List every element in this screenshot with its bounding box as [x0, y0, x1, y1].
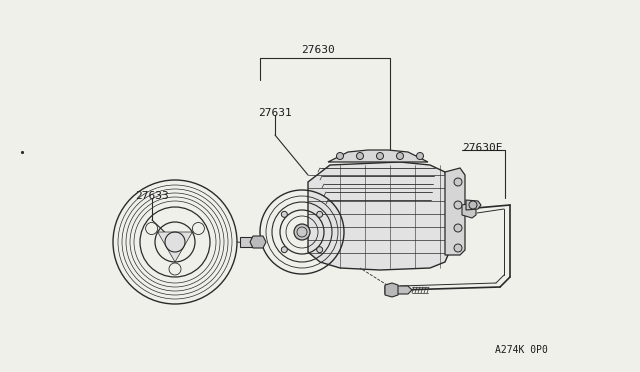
- Circle shape: [294, 224, 310, 240]
- Polygon shape: [385, 286, 412, 294]
- Polygon shape: [308, 162, 448, 270]
- Polygon shape: [328, 150, 428, 162]
- Circle shape: [417, 153, 424, 160]
- Circle shape: [282, 247, 287, 253]
- Circle shape: [454, 244, 462, 252]
- Circle shape: [282, 211, 287, 217]
- Polygon shape: [157, 232, 193, 262]
- Circle shape: [356, 153, 364, 160]
- Polygon shape: [445, 168, 465, 255]
- Polygon shape: [462, 203, 476, 218]
- Polygon shape: [466, 200, 481, 210]
- Circle shape: [454, 201, 462, 209]
- Text: 27631: 27631: [258, 108, 292, 118]
- Circle shape: [317, 247, 323, 253]
- Text: 27630E: 27630E: [462, 143, 502, 153]
- Circle shape: [454, 224, 462, 232]
- Circle shape: [454, 178, 462, 186]
- Text: A274K 0P0: A274K 0P0: [495, 345, 548, 355]
- Polygon shape: [250, 236, 266, 248]
- Text: 27633: 27633: [135, 191, 169, 201]
- Polygon shape: [385, 283, 398, 297]
- Circle shape: [337, 153, 344, 160]
- Text: 27630: 27630: [301, 45, 335, 55]
- Circle shape: [317, 211, 323, 217]
- Circle shape: [469, 201, 477, 209]
- Circle shape: [397, 153, 403, 160]
- Circle shape: [376, 153, 383, 160]
- Polygon shape: [240, 237, 252, 247]
